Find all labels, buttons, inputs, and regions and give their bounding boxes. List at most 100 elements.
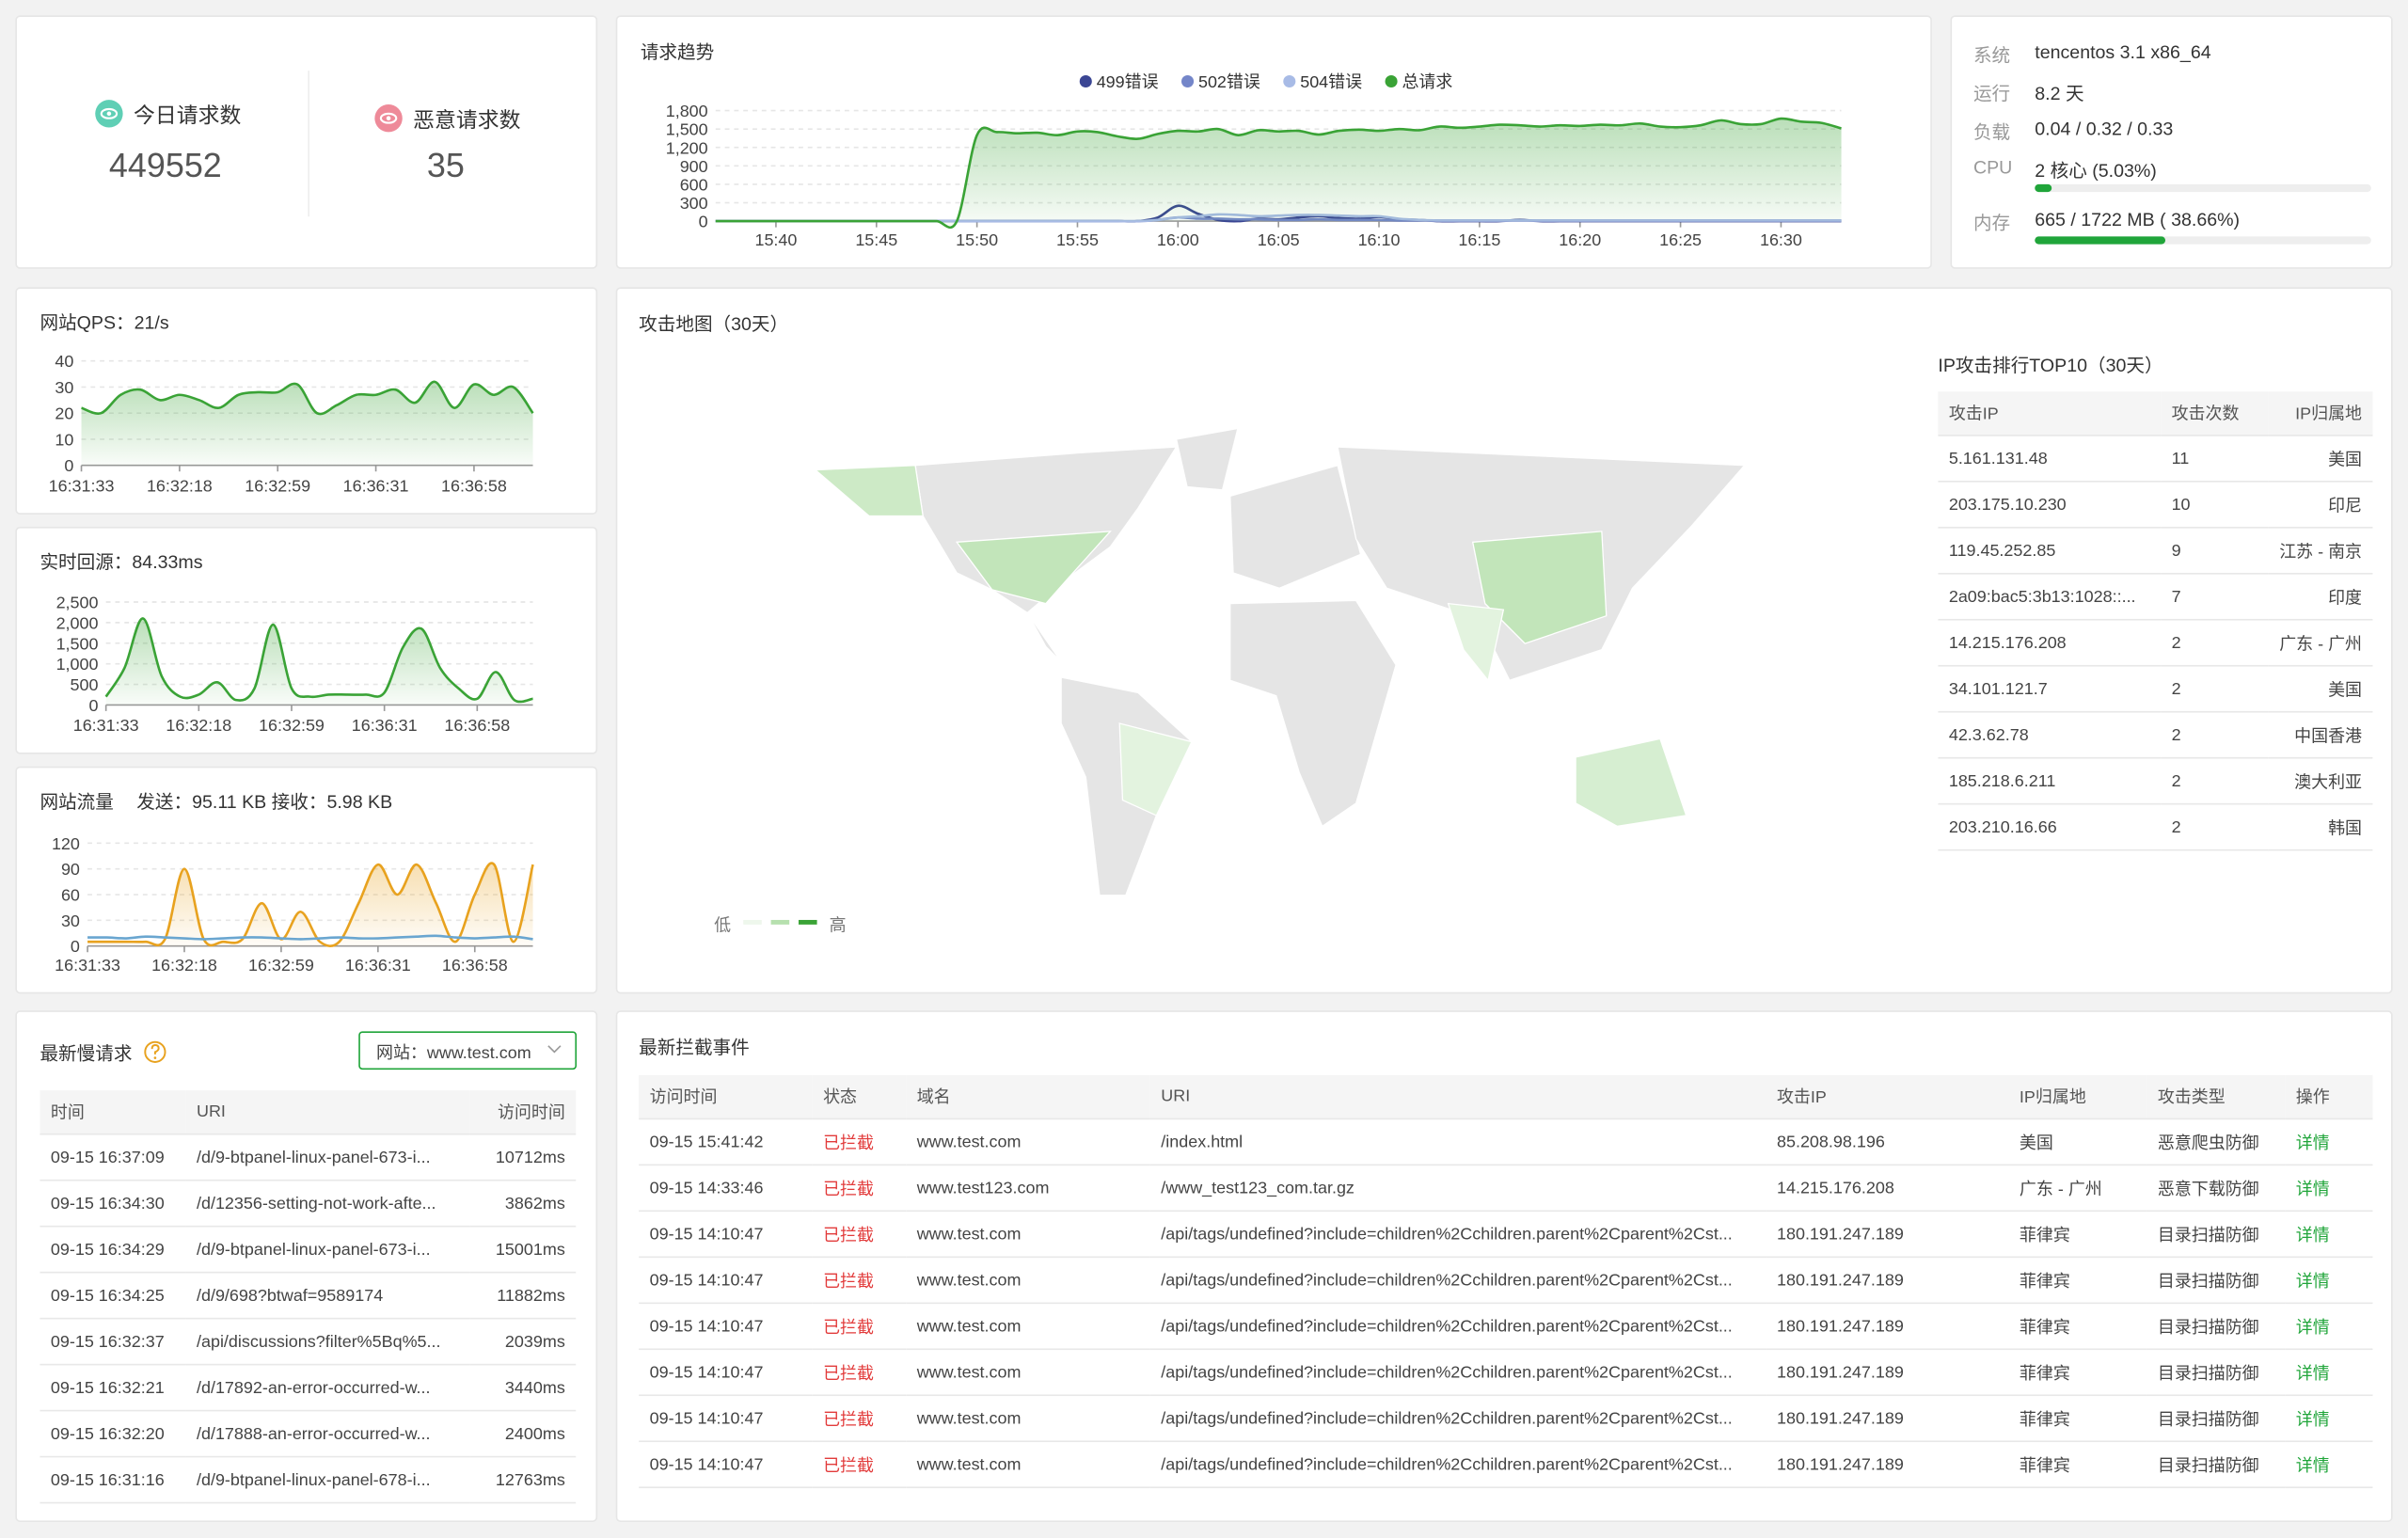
row: 09-15 14:33:46 已拦截 www.test123.com/www_tes…	[639, 1165, 2373, 1213]
cell: /api/tags/undefined?include=children%2Cc…	[1149, 1395, 1766, 1443]
area	[81, 381, 533, 466]
cell[interactable]: 详情	[2285, 1165, 2373, 1213]
x-tick-label: 16:31:33	[73, 716, 139, 735]
stats-icons	[95, 71, 403, 217]
y-tick-label: 1,000	[56, 655, 99, 674]
cell: 澳大利亚	[2268, 757, 2373, 805]
cell: 09-15 14:10:47	[639, 1349, 813, 1397]
cell: 菲律宾	[2008, 1349, 2147, 1397]
column-header: 状态	[812, 1074, 907, 1120]
slow_requests-table: 时间 URI 访问时间 09-15 16:37:09/d/9-btpanel-linu…	[40, 1090, 577, 1504]
cell: 2a09:bac5:3b13:1028::...	[1938, 573, 2162, 621]
cell: 目录扫描防御	[2147, 1257, 2286, 1305]
qps-card: 0 10 20 30 40 16:31:33 16:32:18 16:32:59 16:36:3…	[15, 287, 598, 515]
x-tick-label: 16:10	[1358, 230, 1401, 249]
cell: www.test.com	[906, 1257, 1150, 1305]
cell: 美国	[2268, 435, 2373, 483]
row: 09-15 14:10:47 已拦截 www.test.com/api/tags/u…	[639, 1395, 2373, 1443]
cell: 11	[2161, 435, 2269, 483]
area	[715, 118, 1842, 228]
cell: 203.210.16.66	[1938, 803, 2162, 851]
row: 09-15 16:32:37/api/discussions?filter%5B…	[40, 1318, 577, 1366]
cell: 203.175.10.230	[1938, 481, 2162, 529]
row: 203.210.16.66 2 韩国	[1938, 803, 2373, 851]
site-selector: 网站：www.test.com	[375, 1044, 531, 1063]
ip_rank-table: 攻击IP 攻击次数 IP归属地 5.161.131.48 11 美国 203.175.10.…	[1938, 391, 2373, 851]
cell[interactable]: 详情	[2285, 1303, 2373, 1351]
x-tick-label: 15:45	[855, 230, 897, 249]
row: 09-15 14:10:47 已拦截 www.test.com/api/tags/u…	[639, 1257, 2373, 1305]
cell: 09-15 16:31:16	[40, 1456, 186, 1504]
column-header: 攻击类型	[2147, 1074, 2286, 1120]
trend-card: 0 300 600 900 1,200 1,500 1,800 15:40 15:45 15:50…	[615, 15, 1932, 269]
y-tick-label: 30	[55, 378, 73, 397]
y-tick-label: 30	[61, 912, 80, 930]
x-tick-label: 16:32:59	[245, 476, 310, 495]
cell: 目录扫描防御	[2147, 1211, 2286, 1259]
cell: /d/12356-setting-not-work-afte...	[185, 1180, 470, 1228]
stat-value: 35	[426, 146, 465, 184]
x-tick-label: 16:36:31	[343, 476, 409, 495]
x-tick-label: 16:32:18	[166, 716, 231, 735]
cell: 180.191.247.189	[1766, 1257, 2009, 1305]
y-tick-label: 500	[71, 675, 99, 694]
area	[87, 863, 533, 946]
cell: 180.191.247.189	[1766, 1395, 2009, 1443]
cell[interactable]: 详情	[2285, 1118, 2373, 1166]
x-tick-label: 15:50	[956, 230, 998, 249]
cell: 5.161.131.48	[1938, 435, 2162, 483]
x-tick-label: 16:36:58	[442, 956, 508, 975]
row: 185.218.6.211 2 澳大利亚	[1938, 757, 2373, 805]
row: 09-15 15:41:42 已拦截 www.test.com/index.html…	[639, 1118, 2373, 1166]
column-header: 域名	[906, 1074, 1150, 1120]
chart-subtitle: 发送：95.11 KB 接收：5.98 KB	[136, 790, 393, 813]
row: 09-15 14:10:47 已拦截 www.test.com/api/tags/u…	[639, 1303, 2373, 1351]
cell: 185.218.6.211	[1938, 757, 2162, 805]
cell: 09-15 16:32:37	[40, 1318, 186, 1366]
row: 5.161.131.48 11 美国	[1938, 435, 2373, 483]
cell: 14.215.176.208	[1938, 619, 2162, 667]
cell: 180.191.247.189	[1766, 1211, 2009, 1259]
header-row: 访问时间 状态 域名 URI 攻击IP IP归属地 攻击类型 操作	[639, 1074, 2373, 1120]
site-select[interactable]	[358, 1031, 578, 1070]
legend-label: 499错误	[1097, 72, 1159, 91]
cell[interactable]: 详情	[2285, 1441, 2373, 1489]
cell[interactable]: 详情	[2285, 1349, 2373, 1397]
cell: 广东 - 广州	[2268, 619, 2373, 667]
cell: /d/17892-an-error-occurred-w...	[185, 1364, 470, 1412]
cell: 119.45.252.85	[1938, 527, 2162, 575]
cell: 180.191.247.189	[1766, 1441, 2009, 1489]
cell: /www_test123_com.tar.gz	[1149, 1165, 1766, 1213]
row: 09-15 16:32:21/d/17892-an-error-occurred…	[40, 1364, 577, 1412]
x-tick-label: 16:36:31	[345, 956, 411, 975]
x-tick-label: 16:36:58	[441, 476, 507, 495]
row: 14.215.176.208 2 广东 - 广州	[1938, 619, 2373, 667]
cell: www.test.com	[906, 1211, 1150, 1259]
slow-icons	[144, 1031, 578, 1070]
cell: 2	[2161, 711, 2269, 759]
system-label: 运行	[1972, 83, 2011, 105]
cell[interactable]: 详情	[2285, 1257, 2373, 1305]
origin-card: 0 500 1,000 1,500 2,000 2,500 16:31:33 16:32:18…	[15, 526, 598, 754]
system-label: 系统	[1972, 44, 2011, 67]
cell: 09-15 14:10:47	[639, 1441, 813, 1489]
cell: 2400ms	[469, 1410, 577, 1458]
y-tick-label: 2,500	[56, 594, 99, 612]
cell[interactable]: 详情	[2285, 1211, 2373, 1259]
cell: 09-15 16:34:30	[40, 1180, 186, 1228]
y-tick-label: 0	[64, 456, 73, 475]
y-tick-label: 1,500	[666, 120, 708, 139]
cell: 印尼	[2268, 481, 2373, 529]
cell: /api/tags/undefined?include=children%2Cc…	[1149, 1441, 1766, 1489]
traffic-card: 0 30 60 90 120 16:31:33 16:32:18 16:32:59 16:36:…	[15, 766, 598, 994]
cell: /d/17888-an-error-occurred-w...	[185, 1410, 470, 1458]
column-header: IP归属地	[2268, 391, 2373, 436]
cell: /index.html	[1149, 1118, 1766, 1166]
progress-track	[2035, 236, 2371, 245]
cell[interactable]: 详情	[2285, 1395, 2373, 1443]
card-title: 最新拦截事件	[639, 1037, 750, 1058]
cell: 目录扫描防御	[2147, 1303, 2286, 1351]
line	[104, 617, 533, 704]
row: 42.3.62.78 2 中国香港	[1938, 711, 2373, 759]
column-header: URI	[1149, 1074, 1766, 1120]
